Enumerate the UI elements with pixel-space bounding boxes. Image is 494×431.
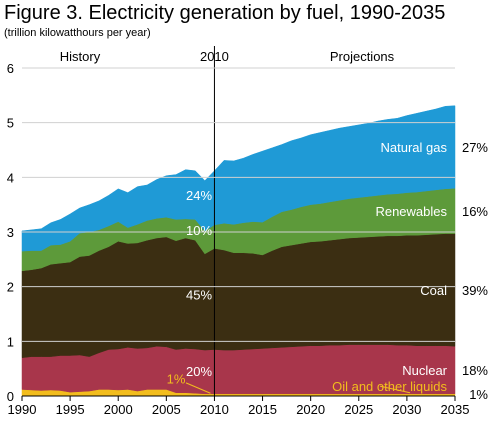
area-label-coal: Coal [420, 283, 447, 298]
share-2010-oil-and-other-liquids: 1% [167, 372, 186, 387]
x-tick-label: 2015 [248, 402, 277, 417]
share-2035-nuclear: 18% [462, 363, 488, 378]
y-tick-label: 0 [7, 389, 14, 404]
y-tick-label: 2 [7, 280, 14, 295]
area-label-natural-gas: Natural gas [381, 140, 448, 155]
x-tick-label: 2000 [104, 402, 133, 417]
divider-year-label: 2010 [200, 49, 229, 64]
share-2035-coal: 39% [462, 283, 488, 298]
share-2035-natural-gas: 27% [462, 140, 488, 155]
area-label-oil-and-other-liquids: Oil and other liquids [332, 379, 447, 394]
oil-share-leader-line [185, 382, 211, 394]
y-tick-label: 4 [7, 170, 14, 185]
x-tick-label: 1990 [8, 402, 37, 417]
oil-label-leader-line [379, 385, 411, 394]
history-label: History [60, 49, 101, 64]
x-axis: 1990 1995 2000 2005 2010 2015 2020 2025 2030 2035 [8, 395, 470, 417]
chart-subtitle: (trillion kilowatthours per year) [4, 27, 151, 39]
y-tick-label: 5 [7, 116, 14, 131]
share-2010-renewables: 10% [186, 223, 212, 238]
y-tick-label: 3 [7, 225, 14, 240]
x-tick-label: 2020 [296, 402, 325, 417]
y-tick-label: 1 [7, 334, 14, 349]
y-axis: 0 1 2 3 4 5 6 [7, 61, 455, 404]
y-tick-label: 6 [7, 61, 14, 76]
share-2035-renewables: 16% [462, 204, 488, 219]
share-2035-oil-and-other-liquids: 1% [469, 387, 488, 402]
area-labels: History 2010 Projections Natural gas 27% Rene… [60, 49, 489, 402]
x-tick-label: 2025 [344, 402, 373, 417]
area-layer [21, 105, 456, 397]
x-tick-label: 1995 [56, 402, 85, 417]
x-tick-label: 2010 [200, 402, 229, 417]
chart-title: Figure 3. Electricity generation by fuel… [4, 2, 446, 24]
area-label-nuclear: Nuclear [402, 363, 447, 378]
area-natural-gas [21, 105, 456, 252]
projections-label: Projections [330, 49, 395, 64]
x-tick-label: 2035 [441, 402, 470, 417]
x-tick-label: 2030 [392, 402, 421, 417]
area-label-renewables: Renewables [375, 204, 447, 219]
x-tick-label: 2005 [152, 402, 181, 417]
share-2010-natural-gas: 24% [186, 188, 212, 203]
share-2010-coal: 45% [186, 288, 212, 303]
share-2010-nuclear: 20% [186, 364, 212, 379]
